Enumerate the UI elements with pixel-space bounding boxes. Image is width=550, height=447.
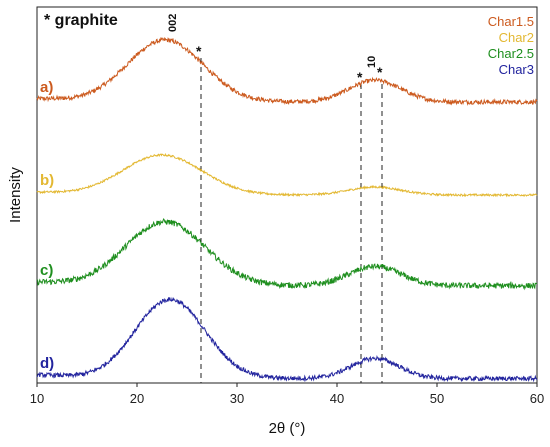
legend-entry-char3: Char3 xyxy=(499,62,534,77)
x-ticks: 10 20 30 40 50 60 xyxy=(30,383,544,406)
x-tick-label-30: 30 xyxy=(230,391,244,406)
reference-lines xyxy=(200,58,383,383)
curve-label-b: b) xyxy=(40,172,54,189)
y-axis-title: Intensity xyxy=(7,167,24,223)
series-line-char2-5 xyxy=(36,217,538,291)
star-marker-100-left: * xyxy=(357,69,363,85)
graphite-header: * graphite xyxy=(44,12,118,29)
curve-label-c: c) xyxy=(40,262,53,279)
curve-label-a: a) xyxy=(40,79,53,96)
peak-002-label: 002 xyxy=(167,14,179,32)
star-marker-002: * xyxy=(196,43,202,59)
x-axis-title: 2θ (°) xyxy=(269,420,306,437)
legend-entry-char1-5: Char1.5 xyxy=(488,14,534,29)
x-tick-label-60: 60 xyxy=(530,391,544,406)
star-marker-100-right: * xyxy=(377,64,383,80)
x-tick-label-20: 20 xyxy=(130,391,144,406)
x-tick-label-40: 40 xyxy=(330,391,344,406)
x-tick-label-50: 50 xyxy=(430,391,444,406)
peak-10-label: 10 xyxy=(366,56,378,68)
series-line-char2 xyxy=(36,152,538,198)
curve-label-d: d) xyxy=(40,355,54,372)
legend-entry-char2: Char2 xyxy=(499,30,534,45)
x-tick-label-10: 10 xyxy=(30,391,44,406)
series-line-char3 xyxy=(36,296,538,383)
legend-entry-char2-5: Char2.5 xyxy=(488,46,534,61)
series-line-char1-5 xyxy=(36,36,538,106)
curves-group xyxy=(36,36,538,383)
